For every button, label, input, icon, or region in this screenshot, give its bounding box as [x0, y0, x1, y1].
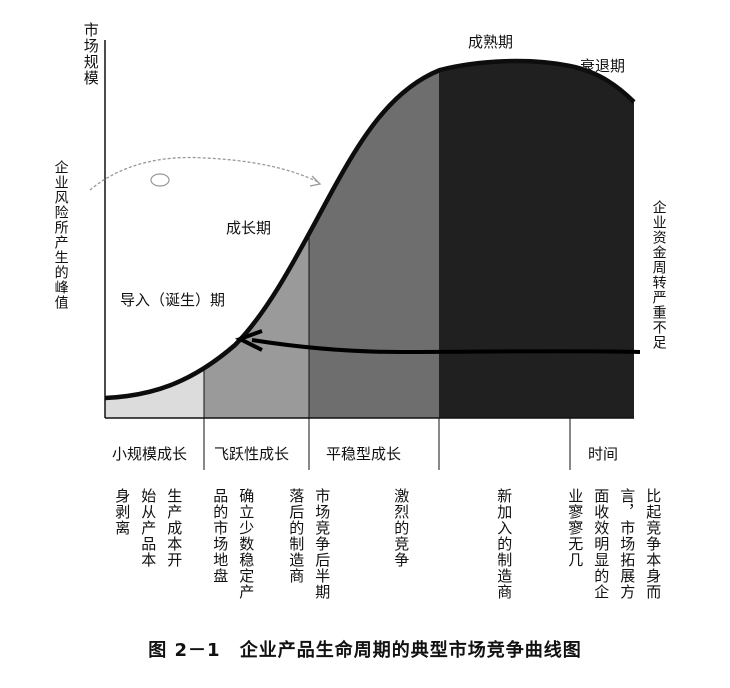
desc-col-5: 确立少数稳定产	[237, 488, 256, 600]
desc-col-2: 始从产品本	[139, 488, 158, 568]
stage-growth: 成长期	[226, 219, 272, 237]
figure-number: 图 2－1	[148, 640, 221, 661]
desc-col-6: 落后的制造商	[287, 488, 306, 584]
right-note: 企业资金周转严重不足	[650, 200, 667, 350]
y-axis-label: 市场规模	[81, 22, 100, 86]
phase-label-1: 小规模成长	[112, 445, 188, 463]
risk-loop	[150, 173, 170, 187]
desc-col-8: 激烈的竞争	[392, 488, 411, 568]
lifecycle-curve	[104, 58, 636, 401]
risk-arc-head	[309, 175, 322, 187]
maturity-region	[439, 61, 634, 418]
intro-region	[105, 61, 204, 418]
desc-col-1: 身剥离	[113, 488, 132, 536]
funding-arrow-head	[234, 329, 263, 352]
stage-decline: 衰退期	[580, 57, 626, 75]
desc-col-4: 品的市场地盘	[211, 488, 230, 584]
figure-title: 企业产品生命周期的典型市场竞争曲线图	[239, 640, 582, 661]
desc-col-7: 市场竞争后半期	[313, 488, 332, 600]
desc-col-13: 比起竞争本身而	[644, 488, 663, 600]
desc-col-3: 生产成本开	[165, 488, 184, 568]
risk-arc	[89, 156, 319, 191]
region-fills	[105, 61, 634, 418]
phase-label-2: 飞跃性成长	[214, 445, 290, 463]
growth2-region	[309, 61, 439, 418]
phase-label-3: 平稳型成长	[326, 445, 402, 463]
stage-intro: 导入（诞生）期	[120, 291, 226, 309]
x-axis-label: 时间	[588, 445, 619, 463]
funding-arrow	[251, 338, 641, 355]
left-note: 企业风险所产生的峰值	[52, 160, 69, 310]
desc-col-10: 业寥寥无几	[566, 488, 585, 568]
desc-col-11: 面收效明显的企	[592, 488, 611, 600]
figure-caption: 图 2－1 企业产品生命周期的典型市场竞争曲线图	[0, 636, 730, 662]
desc-col-12: 言，市场拓展方	[618, 488, 637, 600]
desc-col-9: 新加入的制造商	[495, 488, 514, 600]
stage-maturity: 成熟期	[468, 33, 514, 51]
